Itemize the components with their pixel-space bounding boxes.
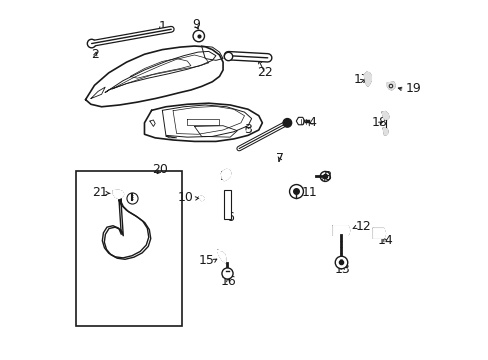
Polygon shape	[372, 228, 385, 238]
Text: 20: 20	[152, 163, 168, 176]
Text: 10: 10	[178, 192, 193, 204]
Bar	[76, 171, 182, 327]
Text: 15: 15	[198, 254, 214, 267]
Text: 3: 3	[244, 123, 251, 136]
Text: 12: 12	[354, 220, 370, 233]
Text: 2: 2	[91, 49, 99, 62]
Polygon shape	[382, 127, 387, 135]
Text: 21: 21	[92, 186, 108, 199]
Text: 17: 17	[353, 73, 369, 86]
Polygon shape	[217, 249, 225, 263]
Polygon shape	[296, 117, 304, 125]
Circle shape	[87, 39, 96, 48]
Text: 9: 9	[192, 18, 200, 31]
Text: 8: 8	[323, 170, 330, 183]
Polygon shape	[198, 196, 204, 201]
Text: 19: 19	[405, 82, 420, 95]
Polygon shape	[364, 72, 370, 86]
Polygon shape	[332, 226, 349, 235]
Circle shape	[283, 118, 291, 127]
Text: 18: 18	[371, 116, 386, 129]
Bar	[224, 190, 231, 219]
Text: 11: 11	[301, 186, 317, 199]
Polygon shape	[386, 82, 394, 90]
Polygon shape	[381, 111, 388, 120]
Text: 4: 4	[308, 116, 316, 129]
Text: 22: 22	[257, 66, 272, 79]
Text: 13: 13	[334, 263, 350, 276]
Text: 14: 14	[377, 234, 393, 247]
Polygon shape	[113, 190, 123, 199]
Text: 16: 16	[220, 275, 236, 288]
Text: 1: 1	[158, 20, 166, 33]
Text: 6: 6	[226, 211, 234, 224]
Circle shape	[88, 41, 94, 46]
Text: 7: 7	[275, 152, 283, 165]
Text: 5: 5	[220, 170, 228, 183]
Polygon shape	[221, 169, 230, 181]
